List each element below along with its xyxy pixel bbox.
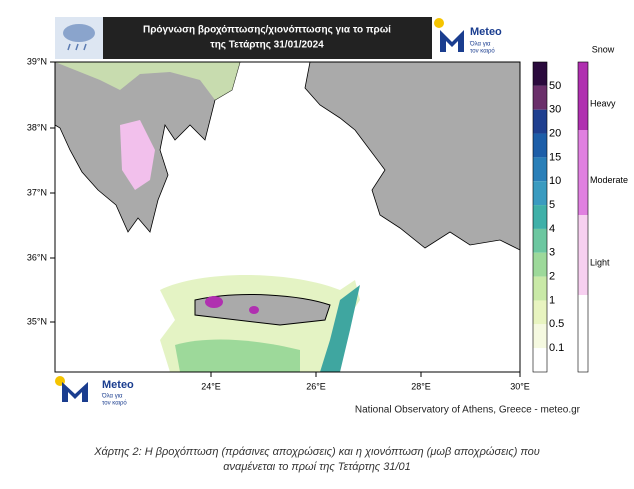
snow-crete bbox=[249, 306, 259, 314]
rain-label: 0.5 bbox=[549, 318, 564, 330]
logo-tagline: τον καιρό bbox=[470, 48, 495, 55]
rain-label: 15 bbox=[549, 151, 561, 163]
rain-label: 4 bbox=[549, 223, 555, 235]
title-line: της Τετάρτης 31/01/2024 bbox=[210, 40, 324, 51]
rain-north bbox=[55, 62, 240, 100]
rain-label: 2 bbox=[549, 271, 555, 283]
lon-label: 28°E bbox=[411, 381, 431, 391]
logo-tagline: Όλα για bbox=[101, 394, 123, 400]
rain-label: 10 bbox=[549, 175, 561, 187]
logo-name: Meteo bbox=[470, 26, 502, 38]
title-line: Πρόγνωση βροχόπτωσης/χιονόπτωσης για το … bbox=[143, 25, 391, 36]
caption-line: αναμένεται το πρωί της Τετάρτης 31/01 bbox=[223, 461, 410, 473]
snow-color bbox=[578, 62, 588, 130]
logo-name: Meteo bbox=[102, 379, 134, 391]
rain-label: 20 bbox=[549, 127, 561, 139]
rain-color bbox=[533, 157, 547, 182]
snow-label: Light bbox=[590, 257, 610, 267]
rain-color bbox=[533, 300, 547, 325]
snow-bar-frame bbox=[577, 61, 589, 373]
credit: National Observatory of Athens, Greece -… bbox=[355, 405, 581, 416]
rain-color bbox=[533, 276, 547, 301]
rain-color bbox=[533, 348, 547, 372]
rain-label: 50 bbox=[549, 80, 561, 92]
lon-label: 30°E bbox=[510, 381, 530, 391]
snow-title: Snow bbox=[592, 44, 615, 54]
snow-label: Heavy bbox=[590, 98, 616, 108]
rain-label: 5 bbox=[549, 199, 555, 211]
logo-tagline: τον καιρό bbox=[102, 400, 127, 407]
rain-color bbox=[533, 181, 547, 206]
weather-icon bbox=[63, 24, 95, 51]
lat-label: 37°N bbox=[27, 187, 47, 197]
logo-mark bbox=[440, 30, 464, 52]
rain-color bbox=[533, 228, 547, 253]
land-crete bbox=[194, 294, 331, 326]
lat-label: 36°N bbox=[27, 252, 47, 262]
rain-color bbox=[533, 85, 547, 110]
caption-line: Χάρτης 2: Η βροχόπτωση (πράσινες αποχρώσ… bbox=[93, 446, 540, 458]
snow-peloponnese bbox=[120, 120, 155, 190]
rain-heavy-east bbox=[320, 285, 360, 372]
map-frame bbox=[54, 61, 521, 373]
lat-label: 39°N bbox=[27, 56, 47, 66]
rain-label: 1 bbox=[549, 294, 555, 306]
rain-bar-frame bbox=[532, 61, 548, 373]
rain-south bbox=[175, 339, 300, 372]
rain-color bbox=[533, 324, 547, 349]
rain-label: 30 bbox=[549, 104, 561, 116]
lat-label: 38°N bbox=[27, 122, 47, 132]
snow-crete bbox=[205, 296, 223, 308]
snow-color bbox=[578, 130, 588, 215]
rain-label: 3 bbox=[549, 247, 555, 259]
rain-label: 0.1 bbox=[549, 342, 564, 354]
rain-color bbox=[533, 205, 547, 229]
lon-label: 26°E bbox=[306, 381, 326, 391]
rain-color bbox=[533, 62, 547, 86]
land-turkey bbox=[304, 61, 521, 251]
rain-color bbox=[533, 133, 547, 158]
snow-color bbox=[578, 215, 588, 295]
rain-color bbox=[533, 109, 547, 134]
logo-mark bbox=[62, 382, 88, 402]
title-box bbox=[103, 17, 432, 59]
rain-color bbox=[533, 252, 547, 277]
lon-label: 24°E bbox=[201, 381, 221, 391]
snow-color bbox=[578, 295, 588, 372]
logo-sun bbox=[434, 18, 444, 28]
map bbox=[54, 61, 521, 373]
lat-label: 35°N bbox=[27, 316, 47, 326]
snow-label: Moderate bbox=[590, 175, 628, 185]
logo-tagline: Όλα για bbox=[469, 42, 491, 48]
